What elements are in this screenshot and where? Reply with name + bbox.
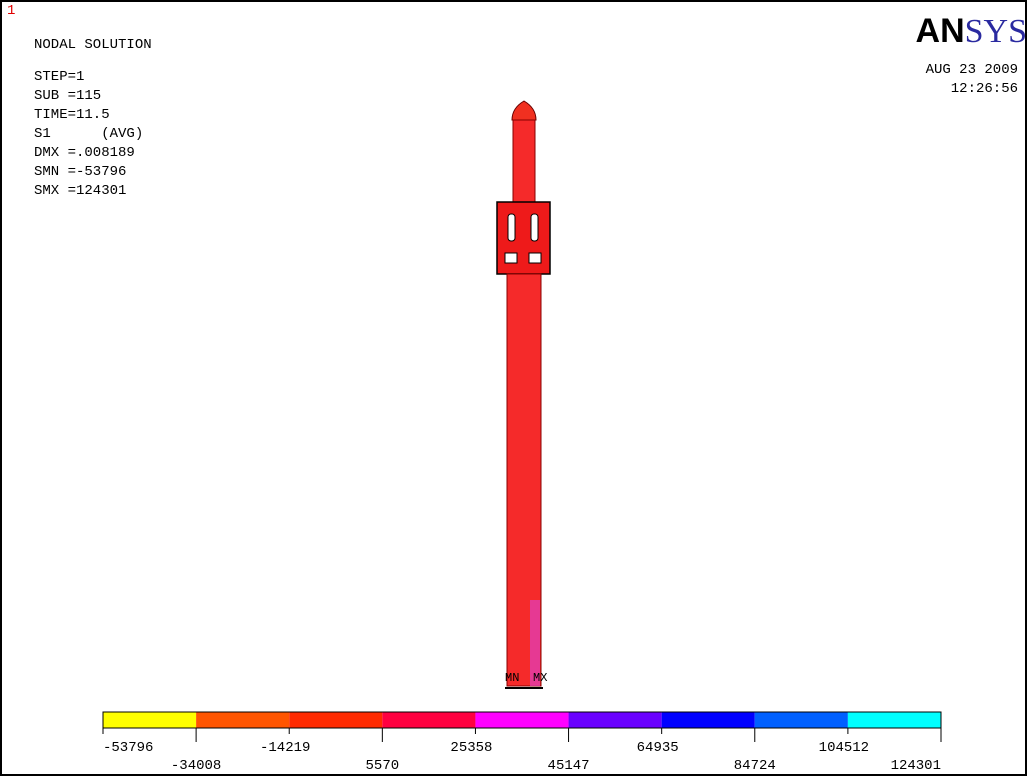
legend-label: 64935 xyxy=(637,740,679,756)
legend-label: -53796 xyxy=(103,740,153,756)
legend-label: -34008 xyxy=(171,758,221,774)
logo: ANSYS xyxy=(916,12,1027,50)
hole xyxy=(529,253,541,263)
slot xyxy=(508,214,515,241)
legend-swatch xyxy=(382,712,475,728)
hole xyxy=(505,253,517,263)
legend-swatch xyxy=(475,712,568,728)
info-line: DMX =.008189 xyxy=(34,145,135,161)
time: 12:26:56 xyxy=(951,81,1018,97)
legend-swatch xyxy=(569,712,662,728)
logo-bold: AN xyxy=(916,12,965,50)
legend-label: 104512 xyxy=(819,740,869,756)
legend-swatch xyxy=(103,712,196,728)
legend-swatch xyxy=(755,712,848,728)
legend-swatch xyxy=(662,712,755,728)
info-line: SMN =-53796 xyxy=(34,164,126,180)
info-line: S1 (AVG) xyxy=(34,126,143,142)
max-marker: MX xyxy=(533,671,547,685)
legend-label: 124301 xyxy=(891,758,941,774)
info-line: SUB =115 xyxy=(34,88,101,104)
legend-label: -14219 xyxy=(260,740,310,756)
min-marker: MN xyxy=(505,671,519,685)
plot-title: NODAL SOLUTION xyxy=(34,37,152,53)
legend-label: 5570 xyxy=(366,758,400,774)
page: 1 NODAL SOLUTION STEP=1 SUB =115 TIME=11.5… xyxy=(0,0,1027,776)
legend-swatch xyxy=(196,712,289,728)
upper-shaft xyxy=(513,120,535,202)
logo-light: SYS xyxy=(965,13,1027,50)
info-line: TIME=11.5 xyxy=(34,107,110,123)
legend-swatch xyxy=(848,712,941,728)
graphics-window: 1 NODAL SOLUTION STEP=1 SUB =115 TIME=11.5… xyxy=(0,0,1027,776)
window-number: 1 xyxy=(7,3,15,19)
legend-swatch xyxy=(289,712,382,728)
slot xyxy=(531,214,538,241)
date: AUG 23 2009 xyxy=(926,62,1018,78)
info-line: SMX =124301 xyxy=(34,183,126,199)
legend-label: 45147 xyxy=(548,758,590,774)
legend-label: 84724 xyxy=(734,758,776,774)
info-line: STEP=1 xyxy=(34,69,84,85)
legend-label: 25358 xyxy=(450,740,492,756)
